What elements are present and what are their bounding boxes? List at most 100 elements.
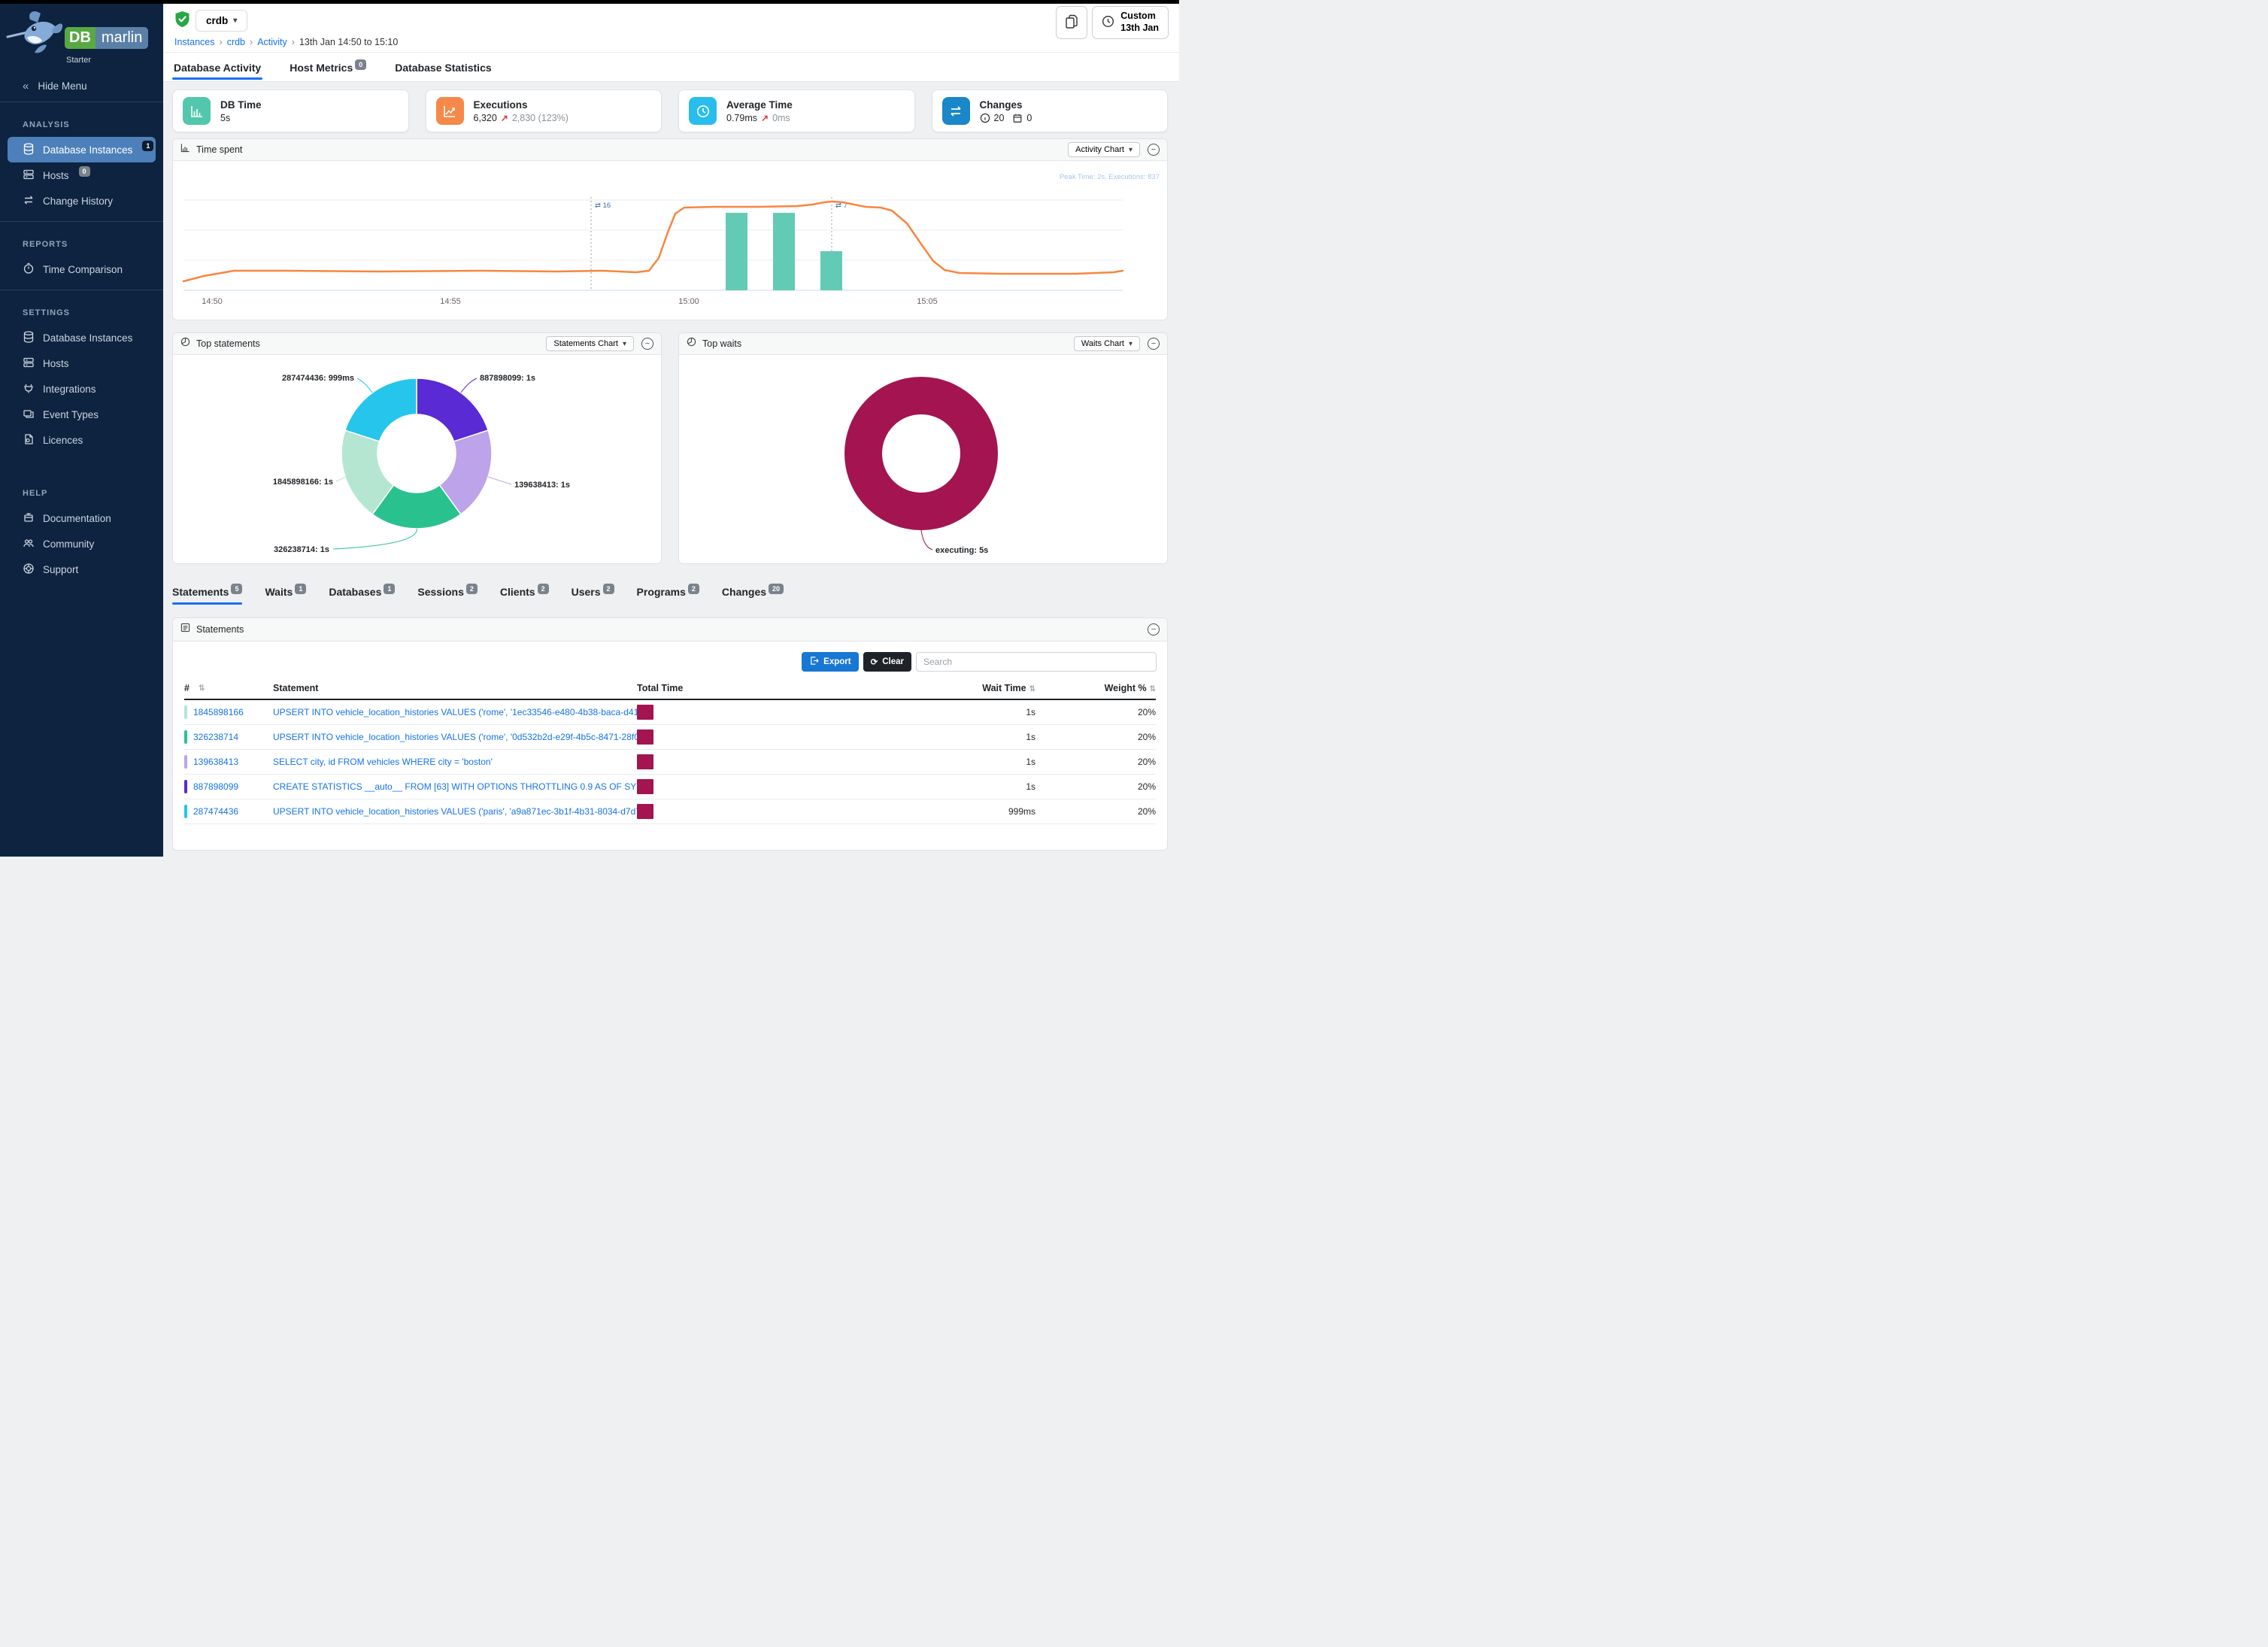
tab-sessions[interactable]: Sessions 2	[417, 584, 478, 598]
brand-logo[interactable]: DB marlin Starter	[0, 0, 163, 72]
kpi-info-count: 20	[993, 112, 1005, 123]
time-spent-chart[interactable]: Peak Time: 2s, Executions: 837 ⇄ 16 ⇄ 7 …	[173, 161, 1167, 320]
sidebar-item-support[interactable]: Support	[0, 557, 163, 582]
kpi-executions[interactable]: Executions 6,320 ↗ 2,830 (123%)	[425, 89, 662, 132]
col-header-wait-time[interactable]: Wait Time ⇅	[982, 683, 1035, 693]
breadcrumb-link-activity[interactable]: Activity	[257, 37, 287, 47]
tab-count-badge: 5	[231, 584, 243, 594]
statement-id-link[interactable]: 1845898166	[193, 707, 244, 717]
top-statements-header: Top statements Statements Chart ▾ −	[173, 333, 661, 355]
sidebar-item-label: Integrations	[43, 383, 96, 395]
search-input[interactable]	[916, 652, 1157, 672]
label-leader	[920, 529, 933, 551]
chevrons-left-icon: «	[23, 80, 29, 93]
col-header-weight[interactable]: Weight % ⇅	[1104, 683, 1156, 693]
statement-id-link[interactable]: 139638413	[193, 757, 239, 767]
database-icon	[23, 142, 35, 157]
export-button[interactable]: Export	[802, 652, 859, 672]
activity-bar[interactable]	[820, 251, 842, 290]
kpi-value: 6,320	[473, 112, 497, 123]
main-tabs: Database Activity Host Metrics 0 Database…	[172, 53, 493, 82]
breadcrumb-link-instances[interactable]: Instances	[174, 37, 215, 47]
donut-slice[interactable]	[371, 484, 462, 529]
donut-slice[interactable]	[438, 429, 493, 515]
hide-menu-button[interactable]: « Hide Menu	[0, 72, 163, 102]
kpi-changes[interactable]: Changes 20 0	[931, 89, 1168, 132]
tab-users[interactable]: Users 2	[572, 584, 614, 598]
sidebar-item-integrations[interactable]: Integrations	[0, 376, 163, 402]
tab-database-activity[interactable]: Database Activity	[172, 62, 263, 80]
donut-slice[interactable]	[344, 378, 417, 442]
tab-statements[interactable]: Statements 5	[172, 584, 243, 605]
sidebar-item-database-instances[interactable]: Database Instances 1	[8, 137, 156, 162]
chevron-down-icon: ▾	[622, 339, 626, 348]
label-leader	[356, 378, 373, 393]
donut-slice[interactable]	[341, 429, 395, 515]
statement-id-link[interactable]: 287474436	[193, 806, 239, 817]
donut-slice[interactable]	[844, 377, 998, 530]
page-header: crdb ▾ Instances › crdb › Activity › 13t…	[163, 4, 1179, 82]
collapse-panel-icon[interactable]: −	[1148, 338, 1160, 350]
sidebar-item-settings-database-instances[interactable]: Database Instances	[0, 325, 163, 350]
sidebar-item-label: Event Types	[43, 408, 99, 420]
top-waits-donut[interactable]: executing: 5s	[679, 355, 1167, 564]
panel-title: Time spent	[196, 144, 243, 155]
statement-link[interactable]: UPSERT INTO vehicle_location_histories V…	[273, 707, 637, 717]
time-spent-line[interactable]	[182, 200, 1124, 283]
sidebar-item-settings-hosts[interactable]: Hosts	[0, 350, 163, 376]
kpi-average-time[interactable]: Average Time 0.79ms ↗ 0ms	[678, 89, 915, 132]
statement-id-link[interactable]: 326238714	[193, 732, 239, 742]
collapse-panel-icon[interactable]: −	[1148, 623, 1160, 635]
col-header-num[interactable]: # ⇅	[184, 683, 205, 693]
tab-databases[interactable]: Databases 1	[329, 584, 396, 598]
statements-chart-select[interactable]: Statements Chart ▾	[546, 336, 634, 351]
statement-link[interactable]: UPSERT INTO vehicle_location_histories V…	[273, 806, 637, 817]
tab-waits[interactable]: Waits 1	[265, 584, 307, 598]
statement-link[interactable]: SELECT city, id FROM vehicles WHERE city…	[273, 757, 493, 767]
col-header-total-time[interactable]: Total Time	[637, 683, 684, 693]
x-tick: 14:50	[202, 297, 223, 306]
wait-time-value: 999ms	[1008, 806, 1035, 817]
breadcrumb-link-crdb[interactable]: crdb	[226, 37, 246, 47]
time-range-button[interactable]: Custom 13th Jan	[1092, 6, 1169, 39]
slice-label: 287474436: 999ms	[282, 374, 354, 383]
statement-link[interactable]: UPSERT INTO vehicle_location_histories V…	[273, 732, 637, 742]
activity-bar[interactable]	[726, 213, 747, 290]
activity-bar[interactable]	[773, 213, 795, 290]
top-statements-donut[interactable]: 887898099: 1s 139638413: 1s 326238714: 1…	[173, 355, 661, 564]
sidebar-item-change-history[interactable]: Change History	[0, 188, 163, 214]
kpi-title: Average Time	[726, 99, 793, 111]
copy-button[interactable]	[1056, 6, 1088, 39]
tab-database-statistics[interactable]: Database Statistics	[393, 62, 493, 74]
instance-selector[interactable]: crdb ▾	[196, 10, 248, 32]
chart-select-label: Activity Chart	[1075, 145, 1124, 154]
chart-select-label: Waits Chart	[1081, 339, 1124, 348]
tab-programs[interactable]: Programs 2	[637, 584, 699, 598]
sidebar-item-community[interactable]: Community	[0, 531, 163, 557]
tab-host-metrics[interactable]: Host Metrics 0	[288, 59, 368, 74]
sidebar-item-event-types[interactable]: Event Types	[0, 402, 163, 427]
statement-link[interactable]: CREATE STATISTICS __auto__ FROM [63] WIT…	[273, 781, 637, 792]
total-time-bar	[637, 705, 653, 720]
brand-marlin: marlin	[95, 27, 149, 49]
col-header-statement[interactable]: Statement	[273, 683, 319, 693]
sidebar-item-time-comparison[interactable]: Time Comparison	[0, 256, 163, 282]
item-count-badge: 0	[78, 166, 90, 177]
waits-chart-select[interactable]: Waits Chart ▾	[1073, 336, 1140, 351]
clear-button[interactable]: ⟳ Clear	[863, 652, 911, 672]
activity-chart-select[interactable]: Activity Chart ▾	[1068, 142, 1140, 157]
x-tick: 14:55	[440, 297, 461, 306]
collapse-panel-icon[interactable]: −	[1148, 144, 1160, 156]
tab-changes[interactable]: Changes 20	[722, 584, 784, 598]
donut-slice[interactable]	[416, 378, 490, 442]
sidebar-item-licences[interactable]: Licences	[0, 427, 163, 453]
sidebar-item-documentation[interactable]: Documentation	[0, 505, 163, 531]
sidebar-item-hosts[interactable]: Hosts 0	[0, 162, 163, 188]
kpi-db-time[interactable]: DB Time 5s	[172, 89, 409, 132]
instance-name: crdb	[206, 15, 229, 26]
collapse-panel-icon[interactable]: −	[641, 338, 653, 350]
pie-chart-icon	[687, 337, 696, 350]
statement-id-link[interactable]: 887898099	[193, 781, 239, 792]
tab-clients[interactable]: Clients 2	[500, 584, 549, 598]
tab-count-badge: 1	[295, 584, 307, 594]
